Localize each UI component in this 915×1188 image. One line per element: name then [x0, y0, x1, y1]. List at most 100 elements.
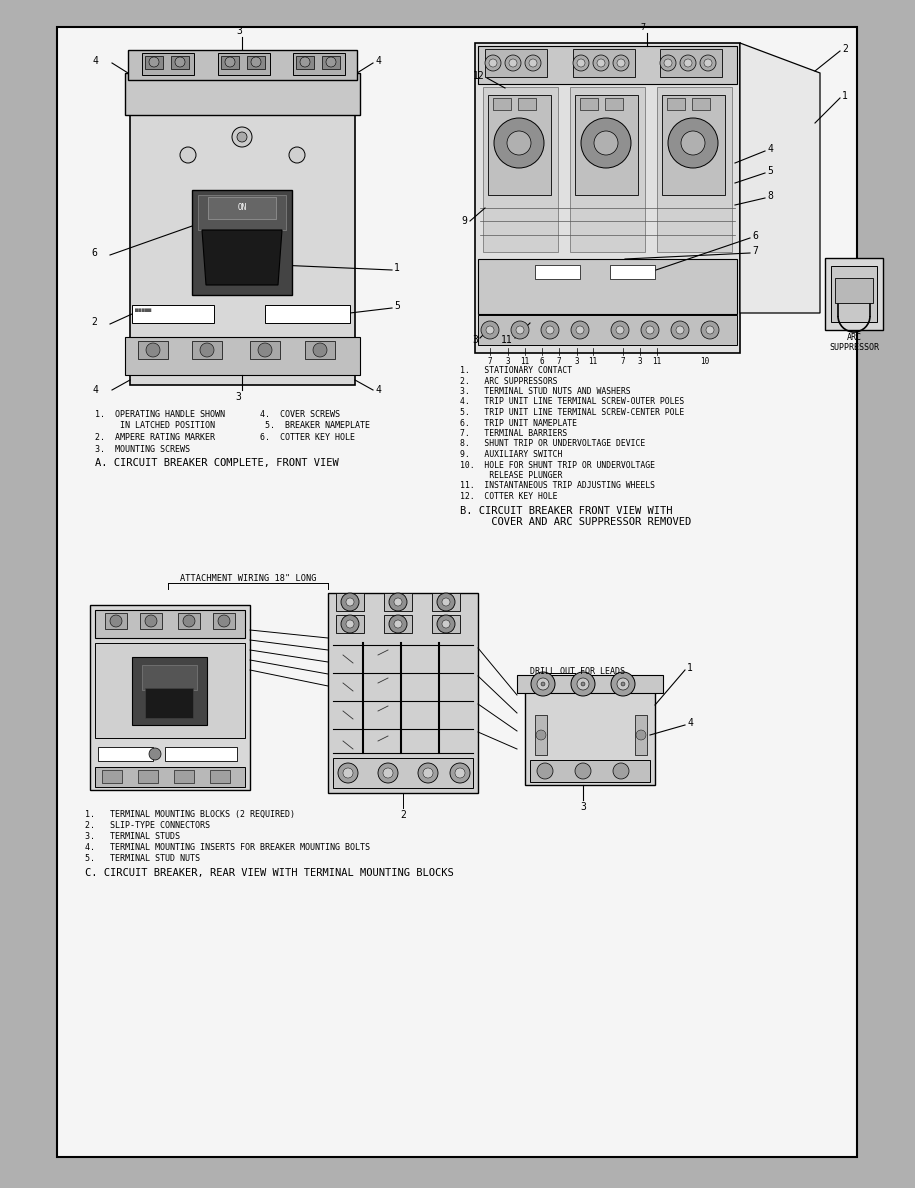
Circle shape	[300, 57, 310, 67]
Text: 5.   TERMINAL STUD NUTS: 5. TERMINAL STUD NUTS	[85, 854, 200, 862]
Bar	[213, 613, 235, 628]
Text: ATTACHMENT WIRING 18" LONG: ATTACHMENT WIRING 18" LONG	[179, 574, 317, 583]
Bar	[198, 195, 286, 230]
Circle shape	[621, 682, 625, 685]
Circle shape	[577, 59, 585, 67]
Circle shape	[577, 678, 589, 690]
Circle shape	[149, 748, 161, 760]
Circle shape	[525, 55, 541, 71]
Bar	[333, 758, 473, 788]
Circle shape	[671, 321, 689, 339]
Text: ARC
SUPPRESSOR: ARC SUPPRESSOR	[829, 333, 879, 353]
Text: 7: 7	[556, 358, 561, 366]
Circle shape	[289, 147, 305, 163]
Circle shape	[442, 620, 450, 628]
Text: B. CIRCUIT BREAKER FRONT VIEW WITH
     COVER AND ARC SUPPRESSOR REMOVED: B. CIRCUIT BREAKER FRONT VIEW WITH COVER…	[460, 506, 691, 527]
Bar	[483, 87, 558, 252]
Bar	[192, 190, 292, 295]
Text: 4: 4	[375, 385, 381, 394]
Circle shape	[175, 57, 185, 67]
Circle shape	[326, 57, 336, 67]
Text: 3.   TERMINAL STUD NUTS AND WASHERS: 3. TERMINAL STUD NUTS AND WASHERS	[460, 387, 630, 396]
Circle shape	[537, 678, 549, 690]
Bar	[660, 49, 722, 77]
Bar	[432, 593, 460, 611]
Text: 3.   TERMINAL STUDS: 3. TERMINAL STUDS	[85, 832, 180, 841]
Circle shape	[486, 326, 494, 334]
Circle shape	[418, 763, 438, 783]
Circle shape	[110, 615, 122, 627]
Circle shape	[313, 343, 327, 358]
Circle shape	[664, 59, 672, 67]
Text: 7: 7	[752, 246, 758, 255]
Bar	[192, 341, 222, 359]
Circle shape	[613, 763, 629, 779]
Text: 4: 4	[687, 718, 693, 728]
Circle shape	[507, 131, 531, 154]
Bar	[336, 615, 364, 633]
Bar	[218, 53, 270, 75]
Text: 8: 8	[767, 191, 773, 201]
Circle shape	[346, 598, 354, 606]
Bar	[138, 770, 158, 783]
Text: 12: 12	[473, 71, 485, 81]
Text: 4.   TRIP UNIT LINE TERMINAL SCREW-OUTER POLES: 4. TRIP UNIT LINE TERMINAL SCREW-OUTER P…	[460, 398, 684, 406]
Circle shape	[681, 131, 705, 154]
Circle shape	[505, 55, 521, 71]
Circle shape	[389, 615, 407, 633]
Bar	[336, 593, 364, 611]
Circle shape	[180, 147, 196, 163]
Text: 2.  AMPERE RATING MARKER         6.  COTTER KEY HOLE: 2. AMPERE RATING MARKER 6. COTTER KEY HO…	[95, 432, 355, 442]
Bar	[478, 259, 737, 314]
Text: 12.  COTTER KEY HOLE: 12. COTTER KEY HOLE	[460, 492, 557, 501]
Bar	[265, 305, 350, 323]
Circle shape	[616, 326, 624, 334]
Text: 7.   TERMINAL BARRIERS: 7. TERMINAL BARRIERS	[460, 429, 567, 438]
Circle shape	[597, 59, 605, 67]
Text: RELEASE PLUNGER: RELEASE PLUNGER	[460, 470, 563, 480]
Text: 1: 1	[394, 263, 400, 273]
Circle shape	[394, 620, 402, 628]
Bar	[485, 49, 547, 77]
Bar	[95, 609, 245, 638]
Circle shape	[571, 672, 595, 696]
Circle shape	[646, 326, 654, 334]
Text: 1.  OPERATING HANDLE SHOWN       4.  COVER SCREWS: 1. OPERATING HANDLE SHOWN 4. COVER SCREW…	[95, 410, 340, 419]
Circle shape	[636, 729, 646, 740]
Bar	[692, 97, 710, 110]
Bar	[250, 341, 280, 359]
Circle shape	[531, 672, 555, 696]
Bar	[178, 613, 200, 628]
Circle shape	[455, 767, 465, 778]
Circle shape	[343, 767, 353, 778]
Bar	[296, 56, 314, 69]
Circle shape	[704, 59, 712, 67]
Circle shape	[485, 55, 501, 71]
Bar	[525, 685, 655, 785]
Circle shape	[706, 326, 714, 334]
Text: 4: 4	[375, 56, 381, 67]
Bar	[517, 675, 663, 693]
Text: 3: 3	[472, 335, 478, 345]
Circle shape	[145, 615, 157, 627]
Text: 3: 3	[236, 26, 242, 36]
Circle shape	[389, 593, 407, 611]
Text: 9.   AUXILIARY SWITCH: 9. AUXILIARY SWITCH	[460, 450, 563, 459]
Bar	[125, 72, 360, 115]
Circle shape	[338, 763, 358, 783]
Text: 3: 3	[506, 358, 511, 366]
Bar	[221, 56, 239, 69]
Circle shape	[511, 321, 529, 339]
Text: 2.   SLIP-TYPE CONNECTORS: 2. SLIP-TYPE CONNECTORS	[85, 821, 210, 830]
Circle shape	[225, 57, 235, 67]
Bar	[662, 95, 725, 195]
Bar	[384, 615, 412, 633]
Text: 10: 10	[700, 358, 710, 366]
Bar	[570, 87, 645, 252]
Text: 1: 1	[842, 91, 848, 101]
Circle shape	[258, 343, 272, 358]
Text: 1.   STATIONARY CONTACT: 1. STATIONARY CONTACT	[460, 366, 572, 375]
Circle shape	[541, 321, 559, 339]
Bar	[171, 56, 189, 69]
Circle shape	[594, 131, 618, 154]
